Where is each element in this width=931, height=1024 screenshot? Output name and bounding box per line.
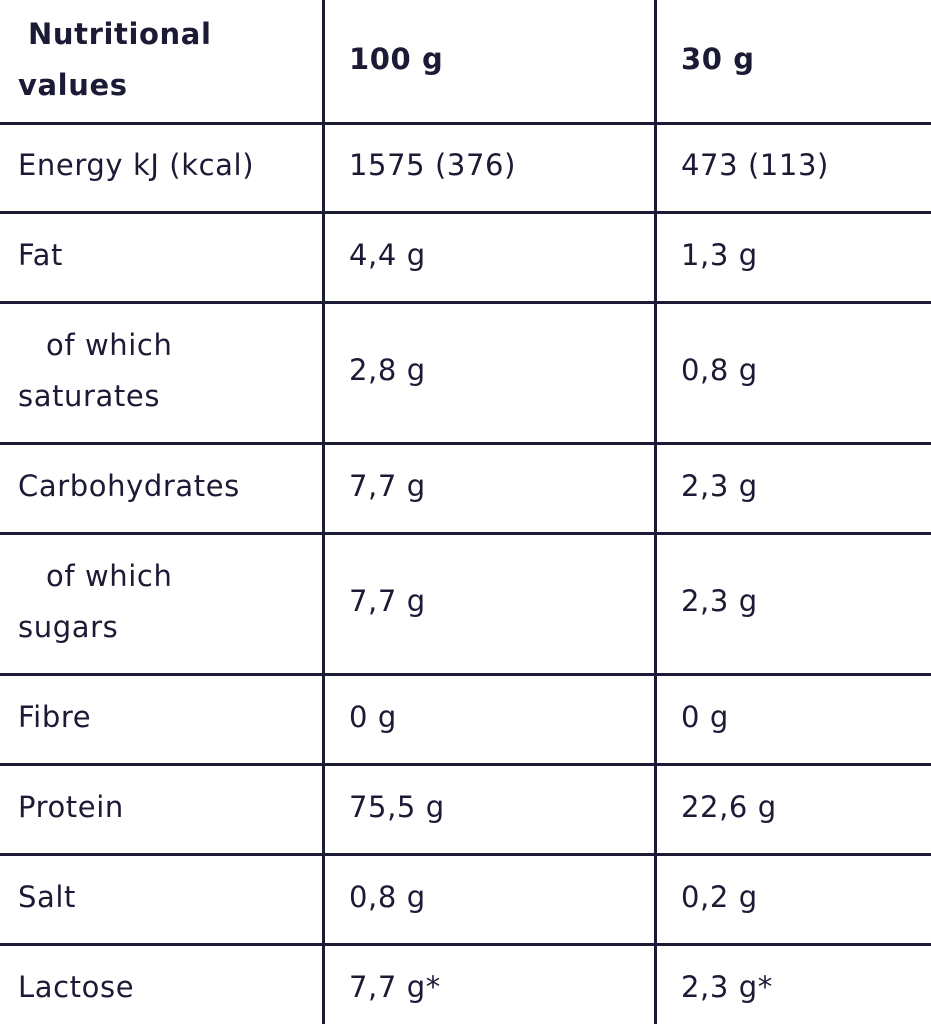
table-cell: Fibre — [18, 672, 318, 762]
row-divider — [0, 853, 931, 856]
table-cell: Energy kJ (kcal) — [18, 121, 318, 210]
table-cell: 0,8 g — [349, 852, 649, 942]
cell-text: Nutritional values — [18, 16, 212, 102]
cell-text: 473 (113) — [681, 148, 829, 182]
cell-text: 0 g — [349, 699, 397, 734]
cell-text: 7,7 g* — [349, 969, 441, 1004]
table-cell: of which saturates — [18, 300, 318, 441]
cell-text: 1575 (376) — [349, 148, 517, 182]
table-cell: 0 g — [349, 672, 649, 762]
cell-text: 22,6 g — [681, 789, 777, 824]
table-cell: 2,3 g — [681, 441, 926, 531]
cell-text: 7,7 g — [349, 468, 426, 503]
table-cell: Carbohydrates — [18, 441, 318, 531]
cell-text: Salt — [18, 879, 77, 914]
cell-text: 30 g — [681, 42, 755, 76]
column-divider — [322, 0, 325, 1024]
cell-text: Energy kJ (kcal) — [18, 148, 255, 182]
header-cell: 30 g — [681, 0, 926, 121]
table-cell: 2,3 g — [681, 531, 926, 672]
cell-text: 0 g — [681, 699, 729, 734]
cell-text: 2,3 g* — [681, 969, 773, 1004]
cell-text: 4,4 g — [349, 237, 426, 272]
table-cell: Lactose — [18, 942, 318, 1024]
column-divider — [654, 0, 657, 1024]
table-cell: 7,7 g* — [349, 942, 649, 1024]
row-divider — [0, 442, 931, 445]
table-cell: 7,7 g — [349, 531, 649, 672]
cell-text: 2,3 g — [681, 584, 758, 618]
table-cell: Salt — [18, 852, 318, 942]
table-cell: 4,4 g — [349, 210, 649, 300]
table-cell: 0,8 g — [681, 300, 926, 441]
table-cell: 0 g — [681, 672, 926, 762]
table-cell: 7,7 g — [349, 441, 649, 531]
cell-text: 7,7 g — [349, 584, 426, 618]
cell-text: Protein — [18, 789, 124, 824]
cell-text: 0,8 g — [681, 353, 758, 387]
cell-text: Carbohydrates — [18, 468, 240, 503]
cell-text: 2,3 g — [681, 468, 758, 503]
cell-text: 2,8 g — [349, 353, 426, 387]
table-cell: 75,5 g — [349, 762, 649, 852]
row-divider — [0, 763, 931, 766]
cell-text: Fat — [18, 237, 63, 272]
row-divider — [0, 122, 931, 125]
table-cell: 2,8 g — [349, 300, 649, 441]
cell-text: 0,2 g — [681, 879, 758, 914]
row-divider — [0, 532, 931, 535]
table-cell: of which sugars — [18, 531, 318, 672]
cell-text: 100 g — [349, 42, 444, 76]
table-cell: 22,6 g — [681, 762, 926, 852]
table-cell: 2,3 g* — [681, 942, 926, 1024]
table-cell: 1575 (376) — [349, 121, 649, 210]
table-cell: Fat — [18, 210, 318, 300]
table-cell: Protein — [18, 762, 318, 852]
cell-text: 75,5 g — [349, 789, 445, 824]
cell-text: Lactose — [18, 969, 135, 1004]
table-cell: 1,3 g — [681, 210, 926, 300]
table-cell: 0,2 g — [681, 852, 926, 942]
row-divider — [0, 943, 931, 946]
row-divider — [0, 301, 931, 304]
row-divider — [0, 673, 931, 676]
header-cell: 100 g — [349, 0, 649, 121]
cell-text: 0,8 g — [349, 879, 426, 914]
table-cell: 473 (113) — [681, 121, 926, 210]
cell-text: of which sugars — [18, 558, 173, 644]
cell-text: 1,3 g — [681, 237, 758, 272]
row-divider — [0, 211, 931, 214]
cell-text: Fibre — [18, 699, 92, 734]
cell-text: of which saturates — [18, 327, 173, 413]
header-cell: Nutritional values — [18, 0, 318, 121]
